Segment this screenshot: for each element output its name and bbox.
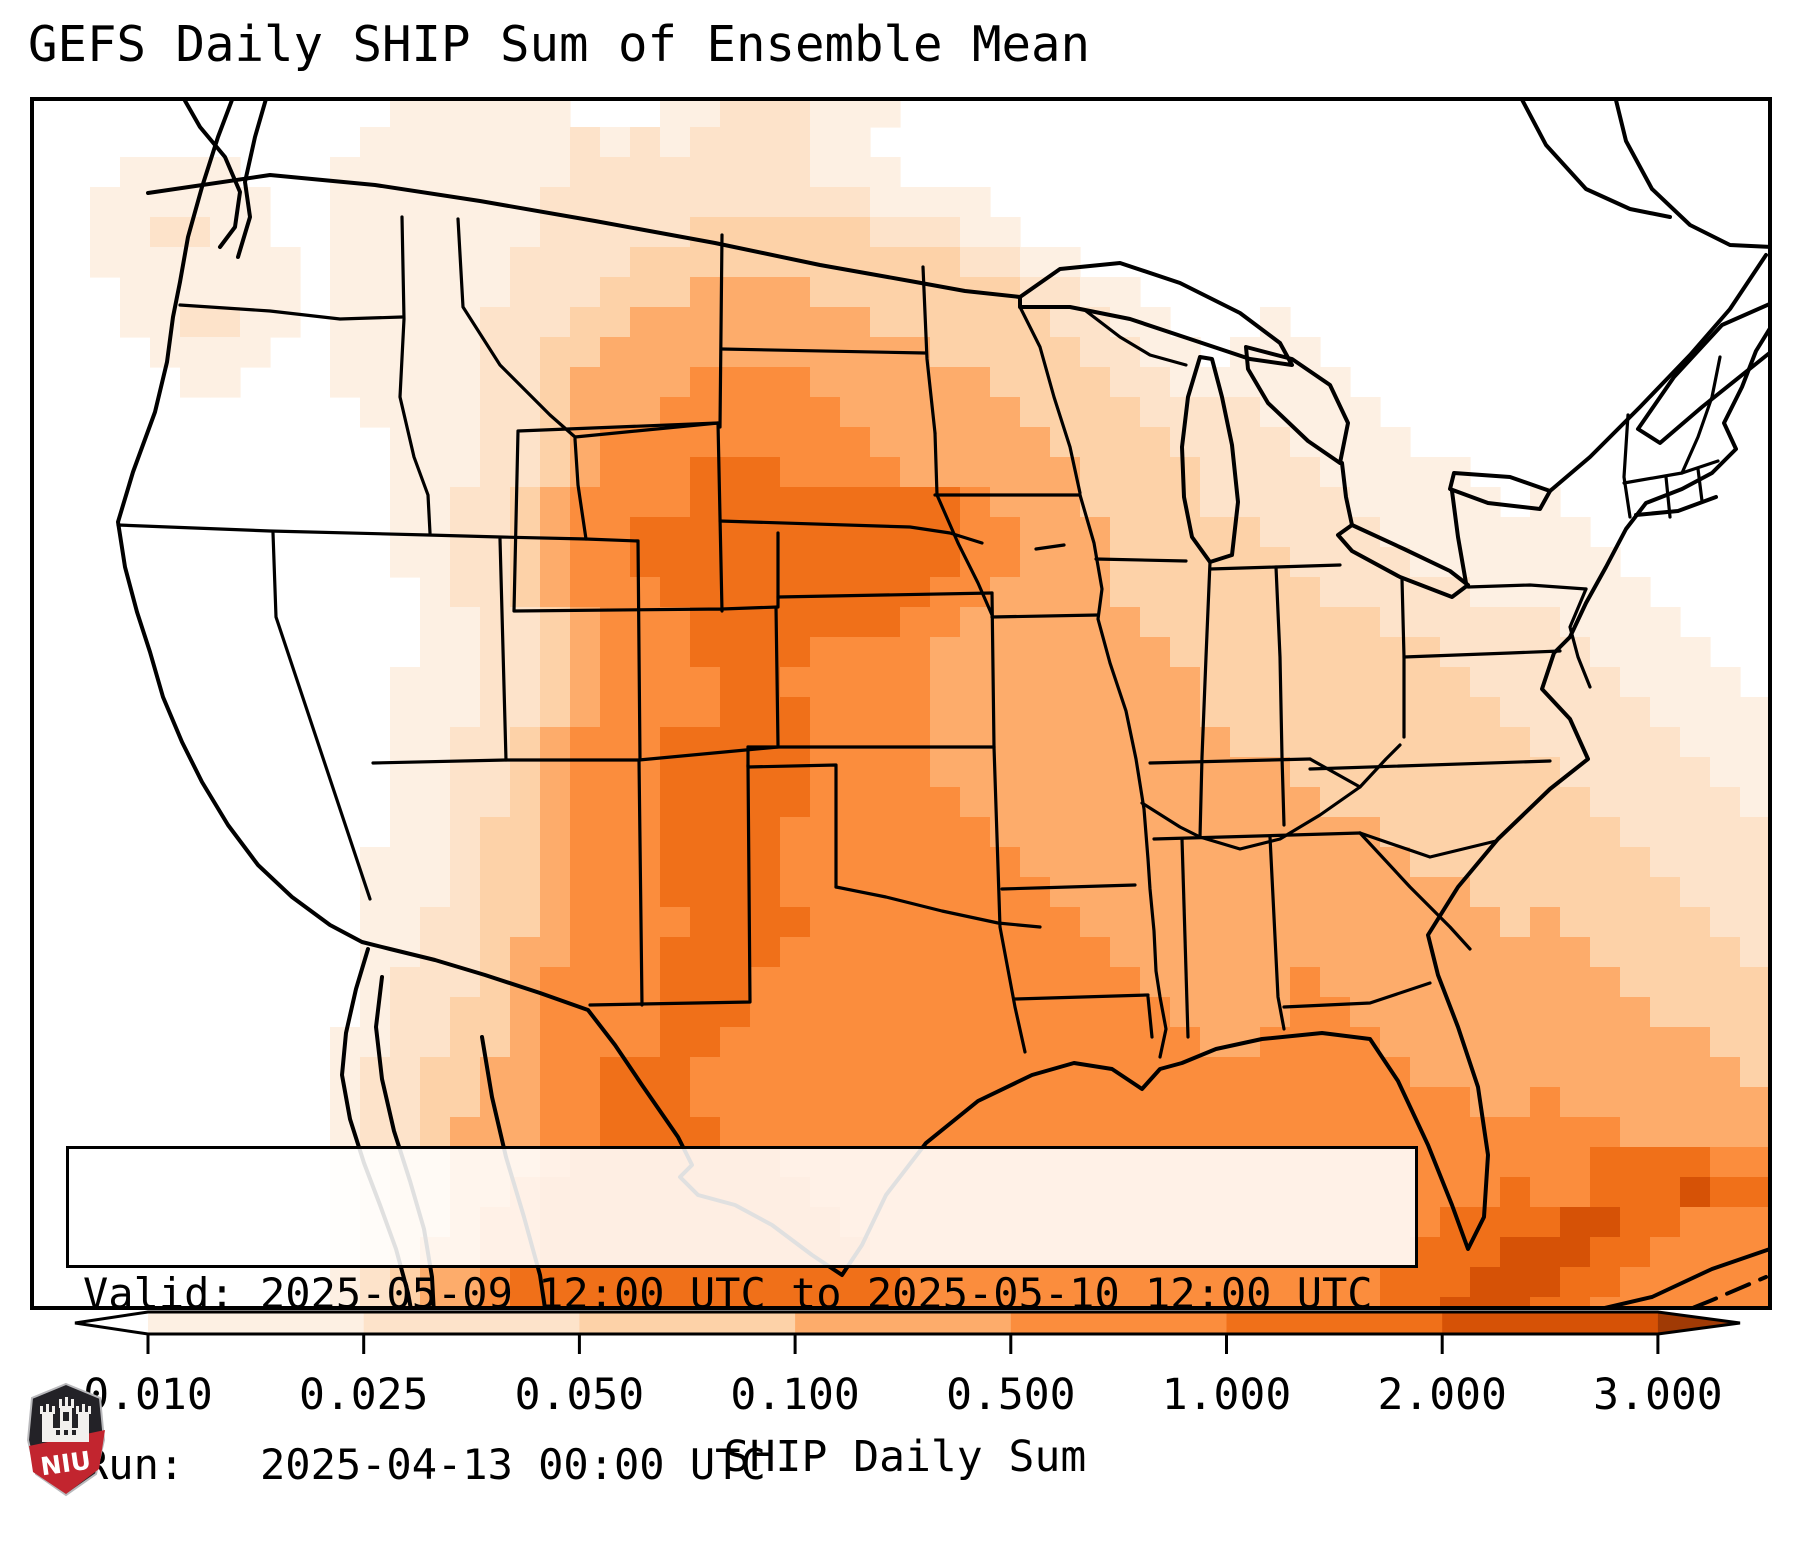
nova-scotia-coast [1636,301,1772,445]
colorbar-tick-label: 3.000 [1593,1370,1722,1420]
lake-connectors [1340,461,1468,585]
run-time-text: Run: 2025-04-13 00:00 UTC [83,1440,766,1489]
lake-superior [1018,261,1294,367]
pnw-coast-detail [180,97,269,259]
cuba-coast-south [1682,1275,1768,1310]
baja-coast [340,947,414,1310]
gaspe-coast [1613,97,1772,249]
niu-castle-windows [56,1412,76,1435]
niu-logo-text: NIU [39,1446,93,1482]
lake-ontario [1448,471,1552,511]
colorbar-tick-label: 0.100 [730,1370,859,1420]
map-plot-area [30,97,1772,1310]
colorbar-tick-label: 0.050 [515,1370,644,1420]
niu-logo: NIU [26,1382,106,1497]
lake-erie [1336,523,1470,599]
st-lawrence-north [1518,97,1672,219]
colorbar-tick-label: 1.000 [1162,1370,1291,1420]
colorbar-tick-label: 0.010 [83,1370,212,1420]
colorbar-tick-label: 2.000 [1377,1370,1506,1420]
colorbar-ticks [146,1334,1660,1354]
state-borders-layer [116,215,1722,1059]
st-lawrence-border [1548,253,1768,493]
page-title: GEFS Daily SHIP Sum of Ensemble Mean [28,16,1091,73]
canada-border [146,173,1022,299]
colorbar-tick-labels: 0.010 0.025 0.050 0.100 0.500 1.000 2.000 3.000 [83,1370,1722,1420]
valid-time-text: Valid: 2025-05-09 12:00 UTC to 2025-05-1… [83,1269,1373,1318]
lake-michigan [1180,355,1240,564]
weather-map [30,97,1772,1310]
cuba-coast [1525,1247,1772,1310]
niu-red-band [29,1430,105,1494]
colorbar-tick-label: 0.500 [946,1370,1075,1420]
long-island [1634,495,1718,517]
map-frame-border [30,97,1772,1310]
us-coastline [116,97,1772,1277]
coastline-layer [116,97,1772,1310]
ship-heat-grid [90,97,1771,1310]
valid-run-info-box: Valid: 2025-05-09 12:00 UTC to 2025-05-1… [66,1146,1418,1489]
colorbar-segments [74,1310,1741,1336]
colorbar-axis-label: SHIP Daily Sum [723,1432,1087,1482]
colorbar-tick-label: 0.025 [299,1370,428,1420]
colorbar: 0.010 0.025 0.050 0.100 0.500 1.000 2.000 3.000 [74,1310,1741,1420]
